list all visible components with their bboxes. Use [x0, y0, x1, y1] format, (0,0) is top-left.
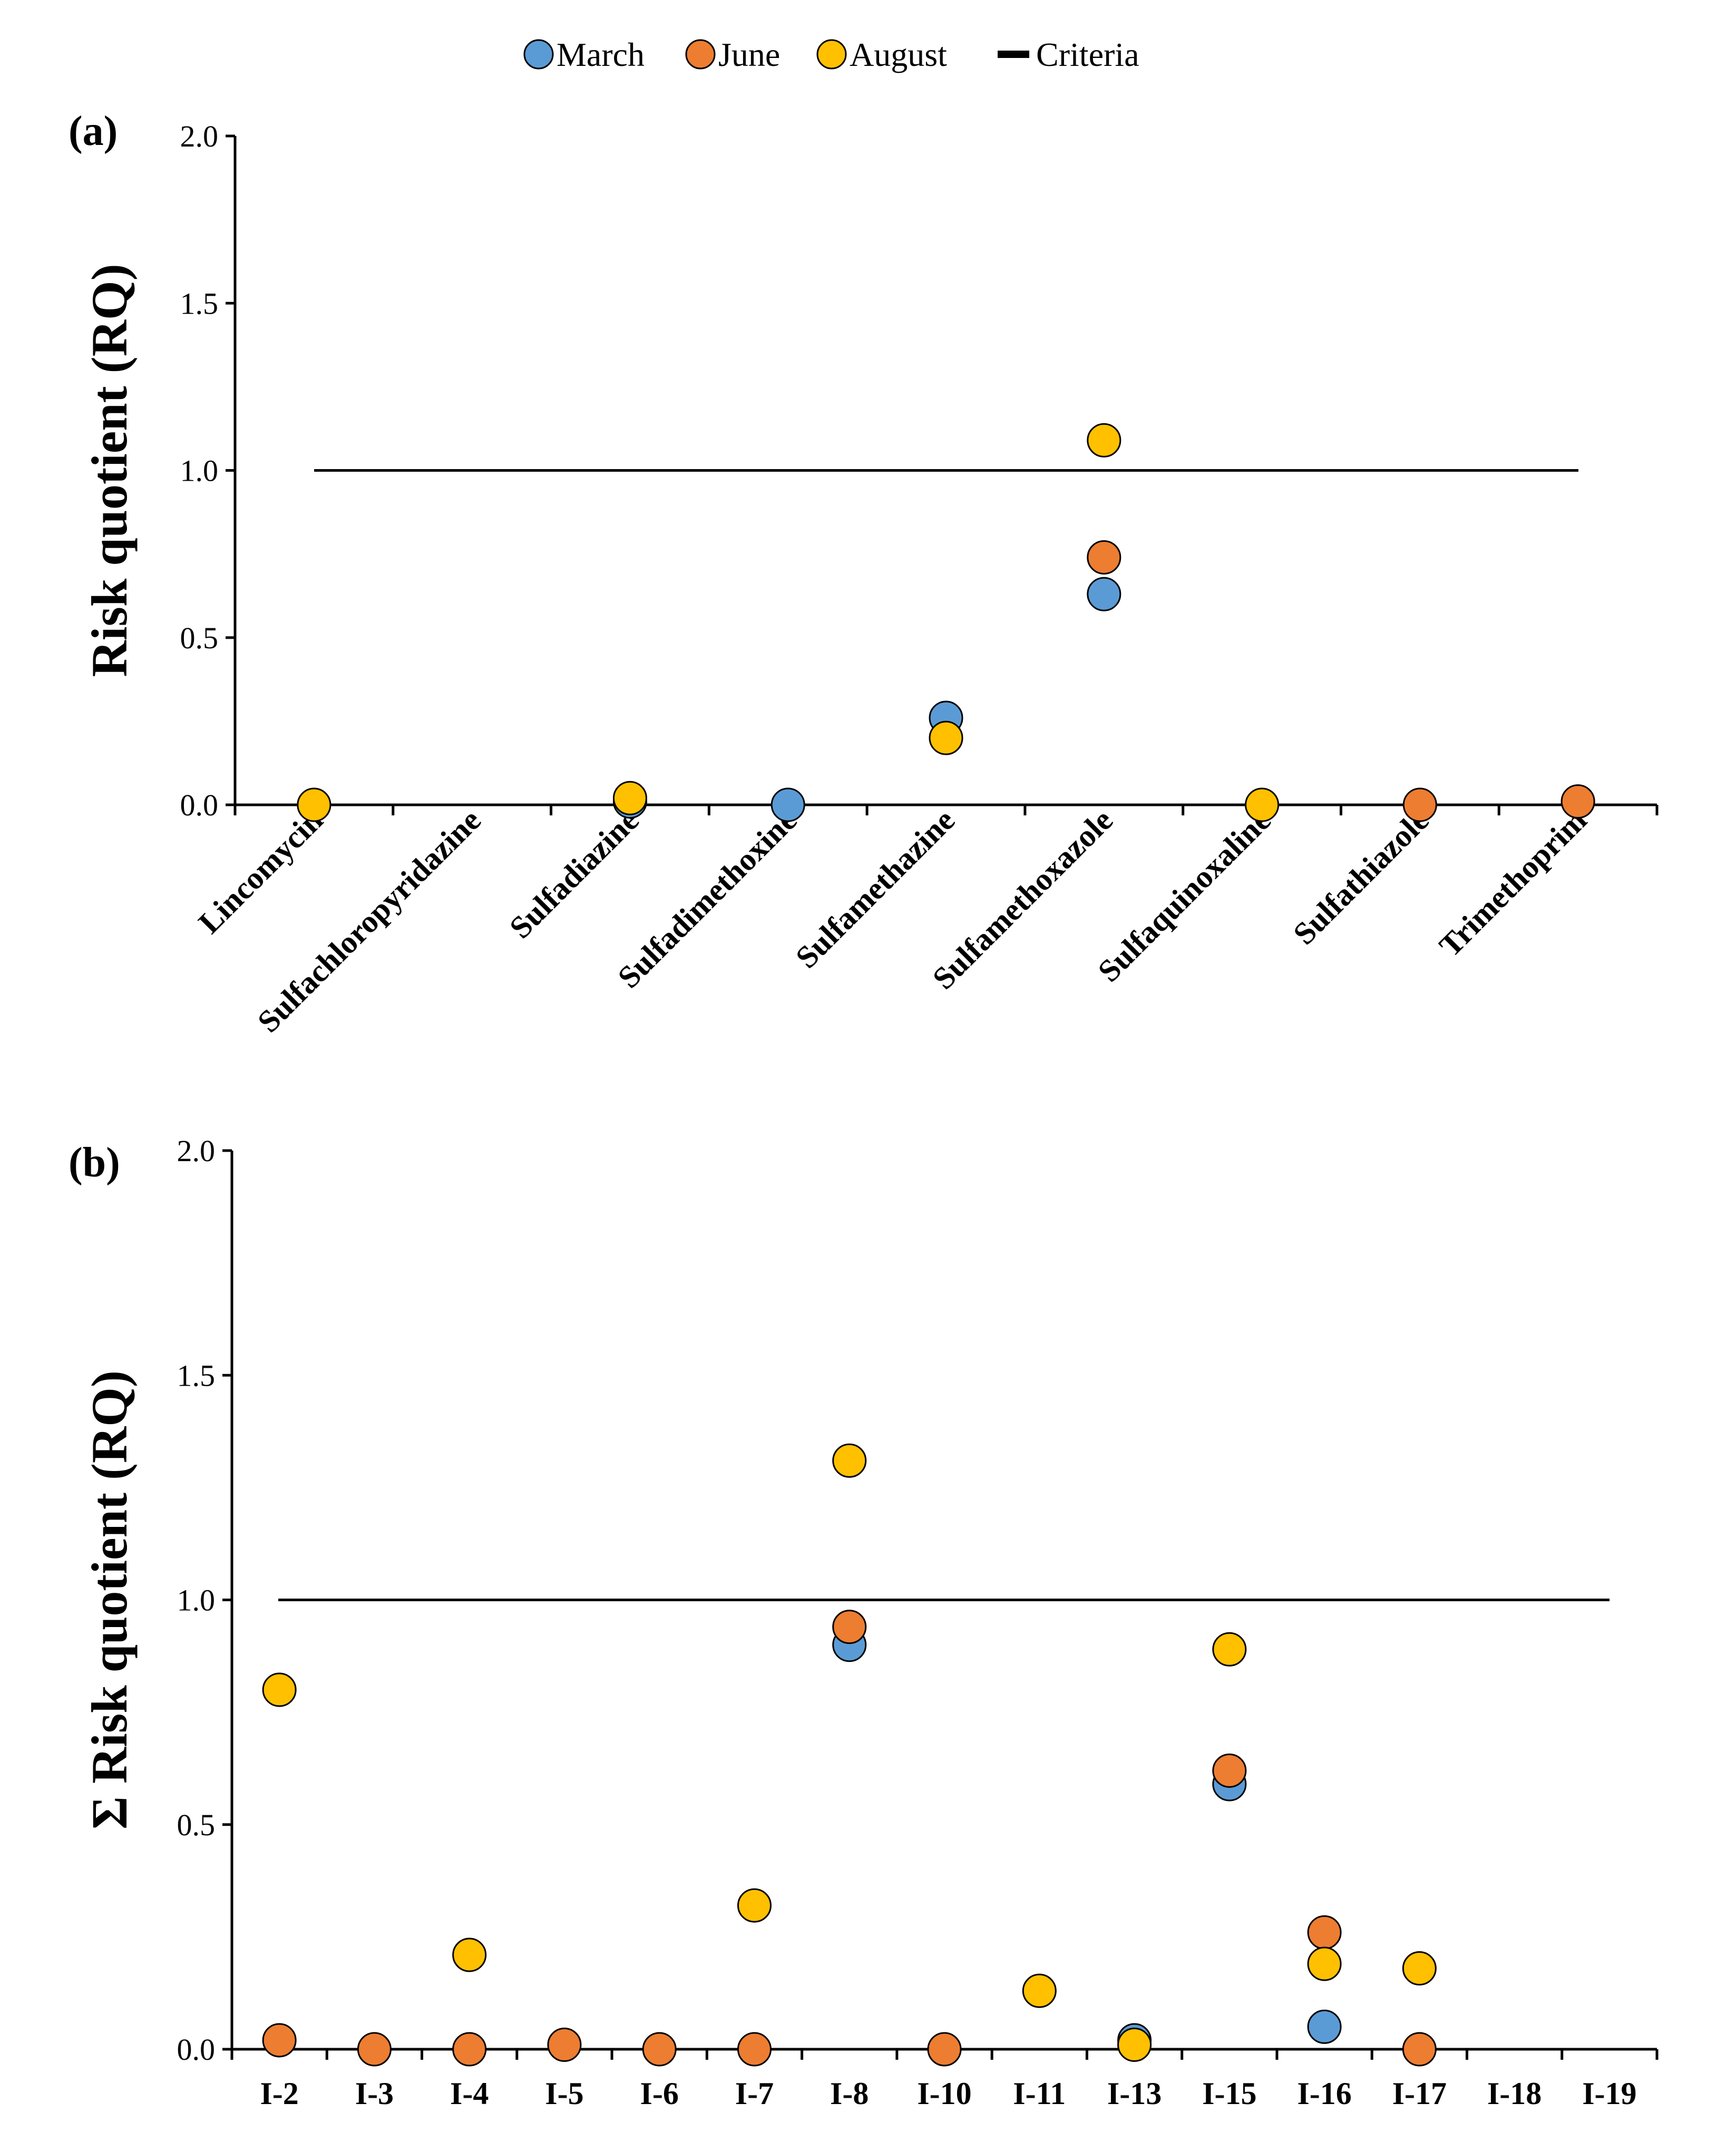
legend-item-criteria: Criteria	[998, 36, 1139, 73]
data-point-june	[927, 2032, 962, 2067]
data-point-august	[297, 787, 331, 822]
data-point-june	[357, 2032, 392, 2067]
panel-a-chart: 0.00.51.01.52.0LincomycinSulfachloropyri…	[69, 108, 1659, 1039]
data-point-august	[832, 1443, 867, 1478]
legend-august-marker	[816, 39, 847, 70]
legend-june-marker	[685, 39, 716, 70]
legend-item-june: June	[685, 36, 780, 73]
data-point-march	[1307, 2009, 1342, 2044]
legend-march-label: March	[557, 36, 645, 73]
y-tick-label: 2.0	[177, 1134, 216, 1168]
legend-august-label: August	[850, 36, 947, 73]
x-category-label: Sulfadiazine	[503, 803, 646, 946]
y-tick-label: 1.5	[177, 1358, 216, 1393]
data-point-june	[1087, 540, 1121, 575]
y-axis-title: Risk quotient (RQ)	[81, 264, 138, 677]
legend-march-marker	[523, 39, 554, 70]
x-category-label: I-3	[355, 2076, 394, 2111]
x-category-label: Lincomycin	[192, 803, 329, 940]
y-tick-label: 0.5	[177, 1808, 216, 1842]
x-category-label: I-13	[1107, 2076, 1162, 2111]
x-category-label: I-7	[735, 2076, 774, 2111]
x-category-label: I-11	[1013, 2076, 1066, 2111]
x-category-label: I-5	[545, 2076, 583, 2111]
data-point-june	[1561, 784, 1595, 819]
x-category-label: I-6	[640, 2076, 679, 2111]
y-axis-title: Σ Risk quotient (RQ)	[81, 1370, 138, 1829]
legend-criteria-line	[998, 51, 1029, 58]
legend-item-march: March	[523, 36, 645, 73]
x-category-label: I-10	[917, 2076, 971, 2111]
y-tick-label: 0.0	[180, 788, 219, 822]
data-point-august	[452, 1937, 487, 1972]
data-point-june	[1402, 787, 1437, 822]
data-point-june	[642, 2032, 677, 2067]
data-point-august	[929, 721, 963, 755]
data-point-august	[1402, 1951, 1437, 1986]
panel-label: (a)	[69, 108, 118, 154]
data-point-august	[737, 1888, 772, 1923]
x-category-label: Sulfamethazine	[789, 803, 961, 975]
data-point-june	[547, 2027, 582, 2062]
data-point-august	[1022, 1973, 1057, 2008]
x-category-label: I-8	[830, 2076, 869, 2111]
data-point-june	[1402, 2032, 1437, 2067]
panel-label: (b)	[69, 1140, 120, 1186]
legend-criteria-label: Criteria	[1036, 36, 1139, 73]
data-point-june	[832, 1610, 867, 1644]
data-point-march	[771, 787, 805, 822]
data-point-august	[1087, 423, 1121, 457]
data-point-june	[737, 2032, 772, 2067]
data-point-june	[1212, 1753, 1247, 1788]
data-point-june	[1307, 1915, 1342, 1950]
data-point-august	[1245, 787, 1280, 822]
y-tick-label: 2.0	[180, 119, 219, 153]
x-category-label: Sulfathiazole	[1286, 803, 1435, 951]
data-point-august	[1212, 1632, 1247, 1667]
x-category-label: I-15	[1202, 2076, 1256, 2111]
y-tick-label: 1.0	[177, 1583, 216, 1618]
x-category-label: Trimethoprim	[1432, 803, 1593, 963]
legend-item-august: August	[816, 36, 947, 73]
y-tick-label: 1.0	[180, 454, 219, 488]
x-category-label: I-19	[1582, 2076, 1636, 2111]
data-point-august	[262, 1672, 297, 1707]
x-category-label: Sulfaquinoxaline	[1091, 803, 1277, 989]
x-category-label: I-2	[260, 2076, 298, 2111]
data-point-june	[452, 2032, 487, 2067]
panel-b-chart: 0.0 0.5 1.0 1.5 2.0 I-2 I-3 I-4 I-5 I-6 I-7 I-8 I-10…	[69, 1134, 1659, 2111]
y-tick-label: 0.0	[177, 2032, 216, 2067]
data-point-june	[262, 2023, 297, 2058]
legend-june-label: June	[718, 36, 780, 73]
data-point-march	[1087, 577, 1121, 611]
data-point-august	[1117, 2027, 1152, 2062]
x-category-label: I-17	[1392, 2076, 1447, 2111]
y-tick-label: 1.5	[180, 286, 219, 320]
x-category-label: I-4	[450, 2076, 489, 2111]
legend: March June August Criteria	[523, 36, 1139, 73]
x-category-label: I-18	[1487, 2076, 1542, 2111]
data-point-august	[612, 781, 647, 815]
x-category-label: I-16	[1297, 2076, 1351, 2111]
data-point-august	[1307, 1946, 1342, 1981]
y-tick-label: 0.5	[180, 621, 219, 655]
